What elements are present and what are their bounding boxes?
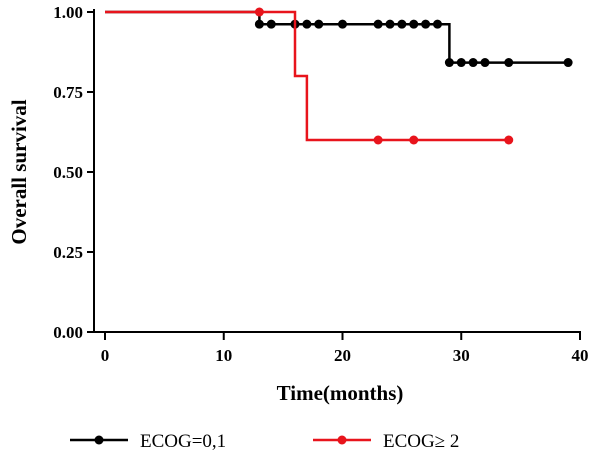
x-axis-title: Time(months)	[277, 381, 404, 405]
censor-marker	[385, 19, 395, 29]
y-tick-label: 0.00	[53, 323, 83, 342]
censor-marker	[456, 58, 466, 68]
x-tick-label: 40	[572, 346, 589, 365]
x-tick-label: 10	[215, 346, 232, 365]
censor-marker	[421, 19, 431, 29]
censor-marker	[373, 135, 383, 145]
legend-label: ECOG=0,1	[140, 431, 226, 452]
series-layer	[105, 7, 573, 145]
censor-marker	[397, 19, 407, 29]
censor-marker	[563, 58, 573, 68]
censor-marker	[266, 19, 276, 29]
censor-marker	[468, 58, 478, 68]
censor-marker	[409, 19, 419, 29]
censor-marker	[504, 135, 514, 145]
censor-marker	[480, 58, 490, 68]
y-tick-label: 1.00	[53, 3, 83, 22]
legend-swatch-marker	[94, 435, 104, 445]
legend: ECOG=0,1 ECOG≥ 2	[70, 431, 459, 452]
censor-marker	[338, 19, 347, 29]
censor-marker	[302, 19, 312, 29]
censor-marker	[433, 19, 442, 29]
censor-marker	[254, 7, 264, 17]
axes	[87, 9, 581, 340]
y-tick-label: 0.25	[53, 243, 83, 262]
x-tick-label: 20	[334, 346, 351, 365]
censor-marker	[409, 135, 419, 145]
legend-swatch-marker	[337, 435, 347, 445]
censor-marker	[373, 19, 383, 29]
censor-marker	[254, 19, 264, 29]
series-1	[105, 10, 573, 68]
legend-label: ECOG≥ 2	[383, 431, 459, 452]
censor-marker	[504, 58, 514, 68]
y-tick-label: 0.50	[53, 163, 83, 182]
legend-item: ECOG=0,1	[70, 431, 226, 452]
y-tick-labels: 0.00 0.25 0.50 0.75 1.00	[53, 3, 83, 342]
censor-marker	[314, 19, 324, 29]
legend-item: ECOG≥ 2	[313, 431, 459, 452]
survival-curve-line	[105, 10, 569, 64]
y-axis-title: Overall survival	[7, 99, 31, 244]
x-tick-label: 30	[453, 346, 470, 365]
censor-marker	[444, 58, 454, 68]
y-tick-label: 0.75	[53, 83, 83, 102]
x-tick-labels: 0 10 20 30 40	[101, 346, 589, 365]
x-tick-label: 0	[101, 346, 110, 365]
series-2	[105, 7, 514, 145]
